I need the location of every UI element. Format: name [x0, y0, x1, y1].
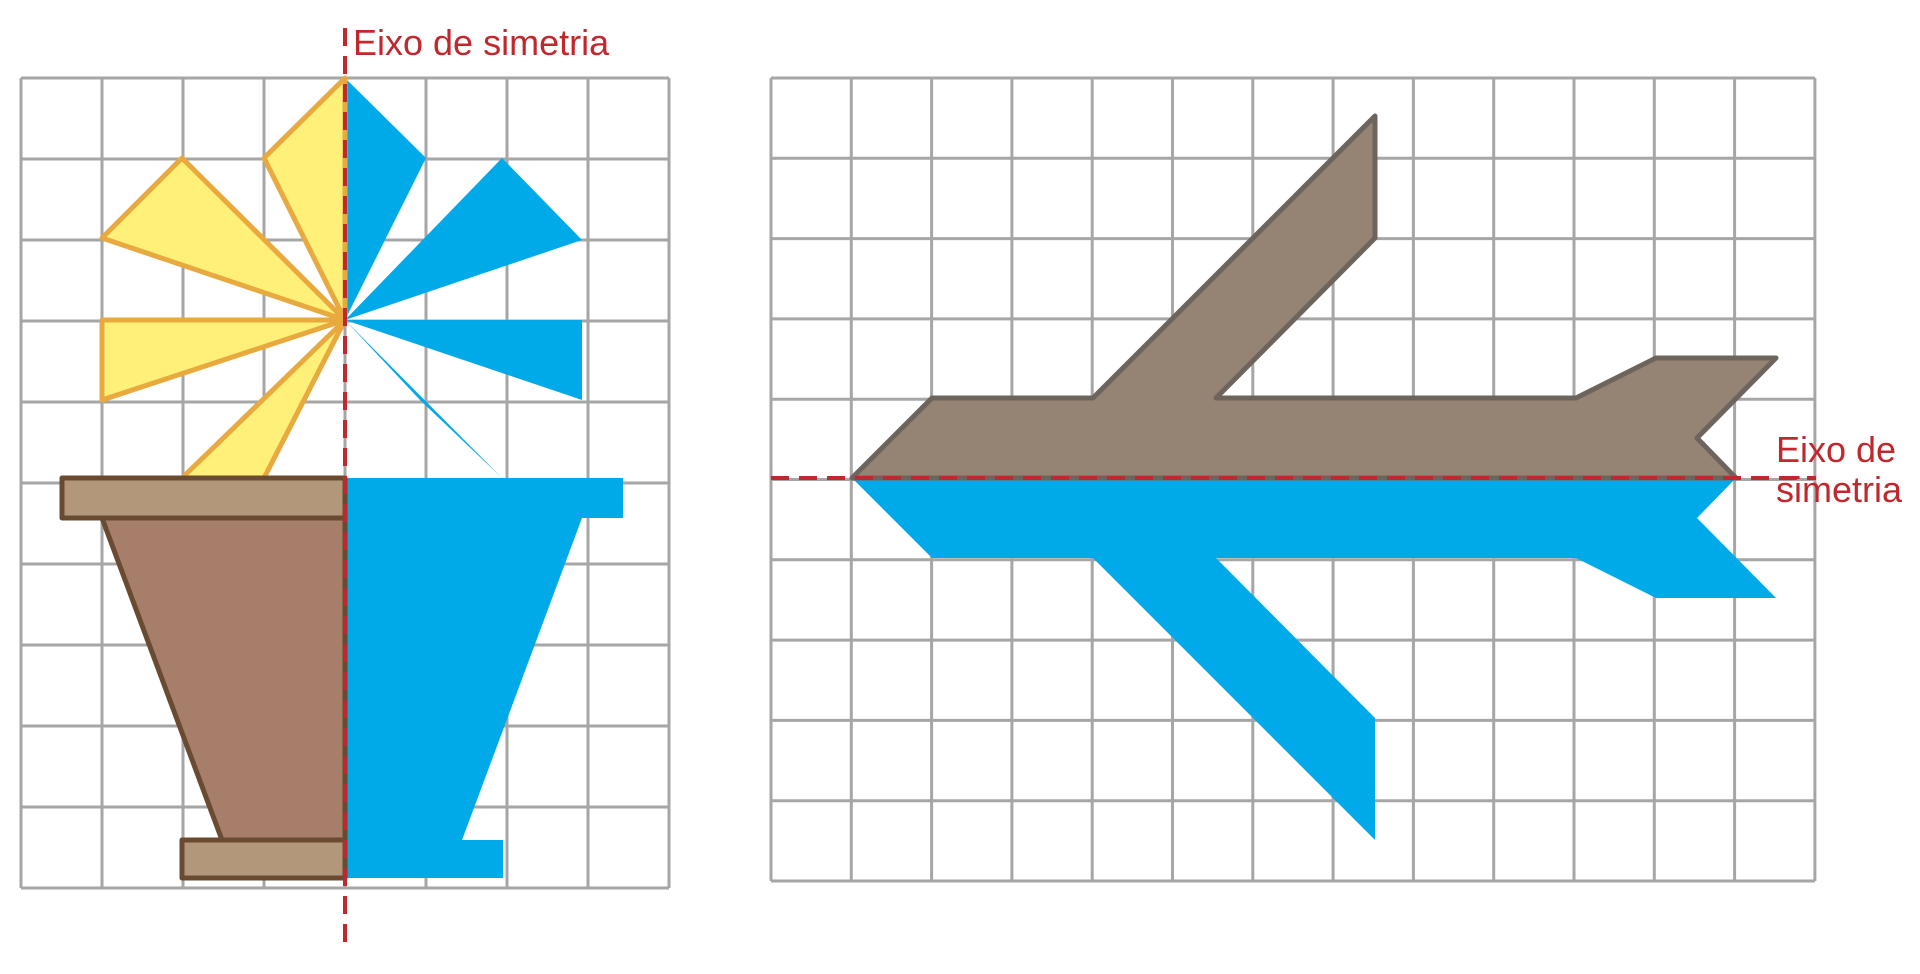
axis-label-flower-pot: Eixo de simetria	[353, 22, 610, 63]
flower-pot-figure: Eixo de simetria	[19, 22, 671, 944]
axis-label-line: simetria	[1776, 469, 1903, 510]
petal	[99, 155, 348, 323]
reflected-petal	[345, 158, 426, 320]
reflected-pot-rim	[345, 478, 623, 518]
petal	[99, 317, 348, 403]
original-flower-pot	[59, 75, 348, 881]
airplane-figure: Eixo de simetria	[769, 76, 1906, 883]
reflected-pot-base	[345, 840, 503, 878]
reflected-flower-pot	[345, 78, 623, 878]
reflected-airplane	[852, 478, 1776, 840]
axis-label-airplane: Eixo de simetria	[1776, 429, 1906, 510]
pot-base	[179, 837, 348, 881]
airplane	[849, 113, 1779, 481]
reflected-petal	[345, 158, 582, 320]
reflected-petal	[345, 320, 502, 478]
reflected-petal	[345, 320, 582, 400]
reflected-petal	[345, 78, 426, 158]
axis-label-line: Eixo de	[1776, 429, 1896, 470]
axis-label-line: Eixo de simetria	[353, 22, 610, 63]
pot-rim	[59, 475, 348, 521]
pot-body	[99, 515, 348, 843]
reflected-pot-body	[345, 518, 582, 840]
